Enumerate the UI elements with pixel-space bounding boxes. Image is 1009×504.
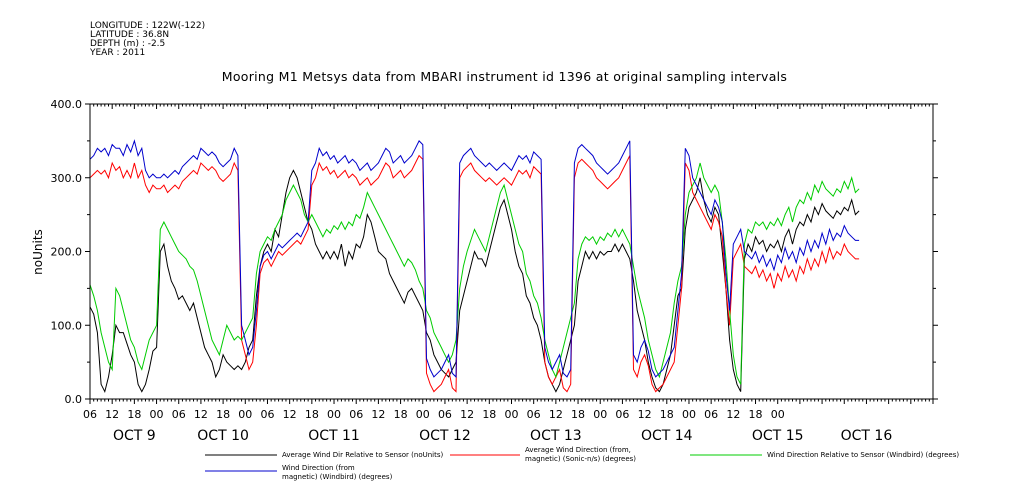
x-day-label: OCT 11	[308, 428, 360, 444]
chart-title: Mooring M1 Metsys data from MBARI instru…	[221, 69, 788, 84]
series-layer	[89, 139, 860, 394]
x-tick-label: 06	[260, 408, 274, 421]
legend-label-3: Wind Direction Relative to Sensor (Windb…	[767, 451, 959, 459]
legend-label-line: magnetic) (Windbird) (degrees)	[282, 473, 393, 481]
x-tick-label: 00	[150, 408, 164, 421]
x-tick-label: 00	[771, 408, 785, 421]
x-tick-label: 12	[726, 408, 740, 421]
y-tick-label: 200.0	[51, 246, 83, 259]
x-tick-label: 18	[305, 408, 319, 421]
series-line-3	[89, 162, 860, 385]
x-tick-label: 18	[749, 408, 763, 421]
x-day-label: OCT 9	[113, 428, 156, 444]
x-tick-label: 06	[438, 408, 452, 421]
legend-label-line: Average Wind Direction (from,	[525, 446, 631, 454]
x-day-label: OCT 16	[841, 428, 893, 444]
x-tick-label: 18	[482, 408, 496, 421]
x-tick-label: 00	[327, 408, 341, 421]
legend-label-1: Average Wind Dir Relative to Sensor (noU…	[282, 451, 443, 459]
x-tick-label: 06	[527, 408, 541, 421]
x-tick-label: 12	[105, 408, 119, 421]
x-tick-label: 12	[549, 408, 563, 421]
series-line-1	[89, 169, 860, 394]
y-tick-label: 400.0	[51, 98, 83, 111]
y-axis-label: noUnits	[31, 229, 45, 275]
x-tick-label: 12	[283, 408, 297, 421]
series-line-2	[89, 154, 860, 393]
x-tick-label: 12	[371, 408, 385, 421]
legend-label-line: Wind Direction (from	[282, 464, 355, 472]
axis-layer: 0.0 100.0 200.0 300.0 400.0 06 12 18 00 06 12 18 00 0…	[51, 98, 938, 444]
year-label: YEAR : 2011	[90, 48, 146, 58]
x-tick-label: 00	[505, 408, 519, 421]
latitude-label: LATITUDE : 36.8N	[90, 30, 170, 40]
x-day-label: OCT 10	[197, 428, 249, 444]
depth-label: DEPTH (m) : -2.5	[90, 39, 166, 49]
x-tick-label: 00	[416, 408, 430, 421]
x-tick-label: 00	[238, 408, 252, 421]
x-tick-label: 18	[216, 408, 230, 421]
x-tick-label: 00	[593, 408, 607, 421]
legend-label-line: Wind Direction Relative to Sensor (Windb…	[767, 451, 959, 459]
x-tick-label: 18	[571, 408, 585, 421]
x-day-label: OCT 12	[419, 428, 471, 444]
plot-frame	[89, 103, 934, 400]
x-tick-label: 06	[349, 408, 363, 421]
x-tick-label: 12	[194, 408, 208, 421]
x-tick-label: 18	[660, 408, 674, 421]
y-tick-label: 300.0	[51, 172, 83, 185]
x-tick-label: 06	[172, 408, 186, 421]
legend: Average Wind Dir Relative to Sensor (noU…	[205, 446, 959, 481]
legend-label-line: magnetic) (Sonic-n/s) (degrees)	[525, 455, 636, 463]
y-tick-label: 100.0	[51, 319, 83, 332]
x-tick-label: 06	[704, 408, 718, 421]
x-day-label: OCT 13	[530, 428, 582, 444]
x-tick-label: 06	[83, 408, 97, 421]
longitude-label: LONGITUDE : 122W(-122)	[90, 21, 206, 31]
x-tick-label: 18	[127, 408, 141, 421]
y-tick-label: 0.0	[65, 393, 83, 406]
x-tick-label: 00	[682, 408, 696, 421]
x-tick-label: 12	[638, 408, 652, 421]
legend-label-2: Average Wind Direction (from, magnetic) (…	[525, 446, 636, 463]
legend-label-4: Wind Direction (from magnetic) (Windbird)…	[282, 464, 393, 481]
x-tick-label: 18	[394, 408, 408, 421]
x-day-label: OCT 14	[641, 428, 693, 444]
x-tick-label: 06	[615, 408, 629, 421]
x-day-label: OCT 15	[752, 428, 804, 444]
legend-label-line: Average Wind Dir Relative to Sensor (noU…	[282, 451, 443, 459]
metadata-header: LONGITUDE : 122W(-122) LATITUDE : 36.8N …	[90, 22, 205, 58]
x-tick-label: 12	[460, 408, 474, 421]
series-line-4	[89, 139, 860, 379]
